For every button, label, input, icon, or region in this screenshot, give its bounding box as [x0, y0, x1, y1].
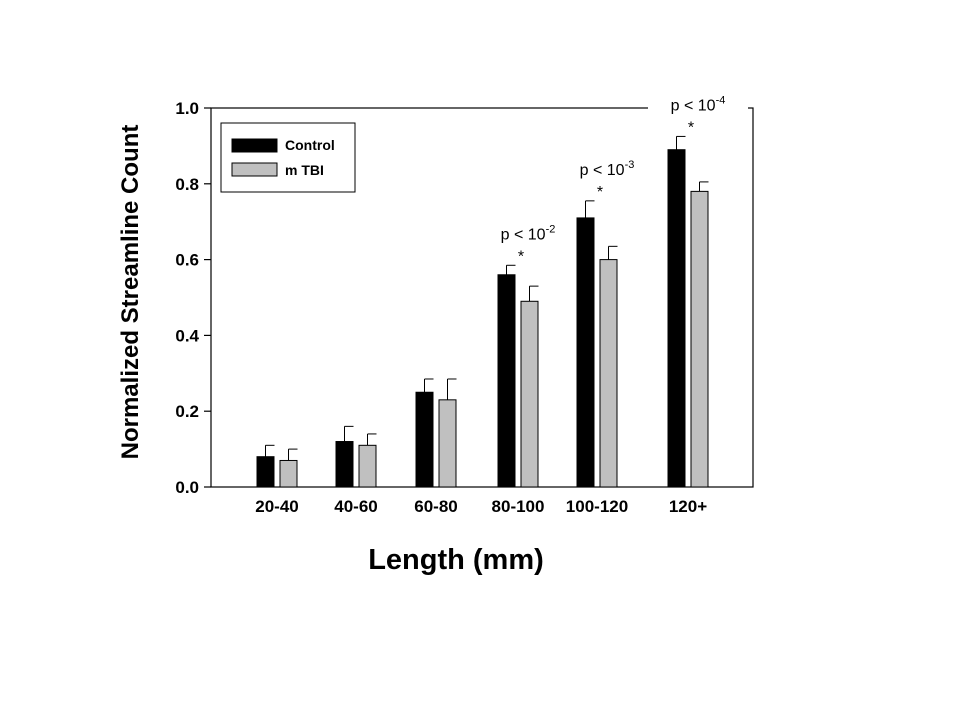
x-tick-label: 100-120 [566, 497, 628, 516]
significance-marker: * [518, 248, 524, 265]
x-tick-label: 120+ [669, 497, 707, 516]
bar-mtbi [358, 444, 377, 488]
p-value-base: p < 10 [580, 162, 625, 179]
bar-control [256, 456, 275, 488]
y-tick-label: 0.2 [175, 402, 199, 421]
p-value-background [648, 92, 748, 119]
bars-layer [256, 135, 709, 488]
p-value-label: p < 10-4 [671, 94, 726, 114]
y-tick-label: 0.0 [175, 478, 199, 497]
legend-label-mtbi: m TBI [285, 162, 324, 178]
y-tick-label: 1.0 [175, 99, 199, 118]
x-axis-title: Length (mm) [368, 544, 544, 576]
p-value-exponent: -2 [546, 223, 556, 235]
x-tick-label: 20-40 [255, 497, 298, 516]
x-tick-label: 60-80 [414, 497, 457, 516]
legend-swatch-control [231, 138, 278, 153]
bar-control [415, 391, 434, 488]
legend-label-control: Control [285, 137, 335, 153]
annotations-layer: *p < 10-2*p < 10-3*p < 10-4 [501, 92, 748, 265]
bar-mtbi [438, 399, 457, 488]
significance-marker: * [597, 184, 603, 201]
bar-control [667, 149, 686, 488]
significance-marker: * [688, 119, 694, 136]
bar-control [335, 441, 354, 488]
y-tick-label: 0.4 [175, 326, 199, 345]
p-value-label: p < 10-3 [580, 159, 635, 179]
p-value-base: p < 10 [671, 97, 716, 114]
y-tick-label: 0.6 [175, 251, 199, 270]
bar-mtbi [520, 300, 539, 488]
bar-mtbi [690, 190, 709, 488]
y-axis-title: Normalized Streamline Count [117, 125, 144, 460]
legend-box [220, 122, 356, 193]
p-value-exponent: -4 [716, 94, 726, 106]
x-tick-label: 80-100 [492, 497, 545, 516]
plot-frame [210, 107, 754, 488]
p-value-label: p < 10-2 [501, 223, 556, 243]
bar-mtbi [599, 259, 618, 488]
p-value-base: p < 10 [501, 226, 546, 243]
p-value-exponent: -3 [625, 159, 635, 171]
axes-layer: 0.0 0.2 0.4 0.6 0.8 1.0 20-40 40-60 60-80 80-100 1… [175, 99, 707, 516]
x-tick-label: 40-60 [334, 497, 377, 516]
y-tick-label: 0.8 [175, 175, 199, 194]
bar-mtbi [279, 459, 298, 488]
bar-control [497, 274, 516, 488]
bar-control [576, 217, 595, 488]
legend-swatch-mtbi [231, 162, 278, 177]
legend: Control m TBI [220, 122, 356, 193]
